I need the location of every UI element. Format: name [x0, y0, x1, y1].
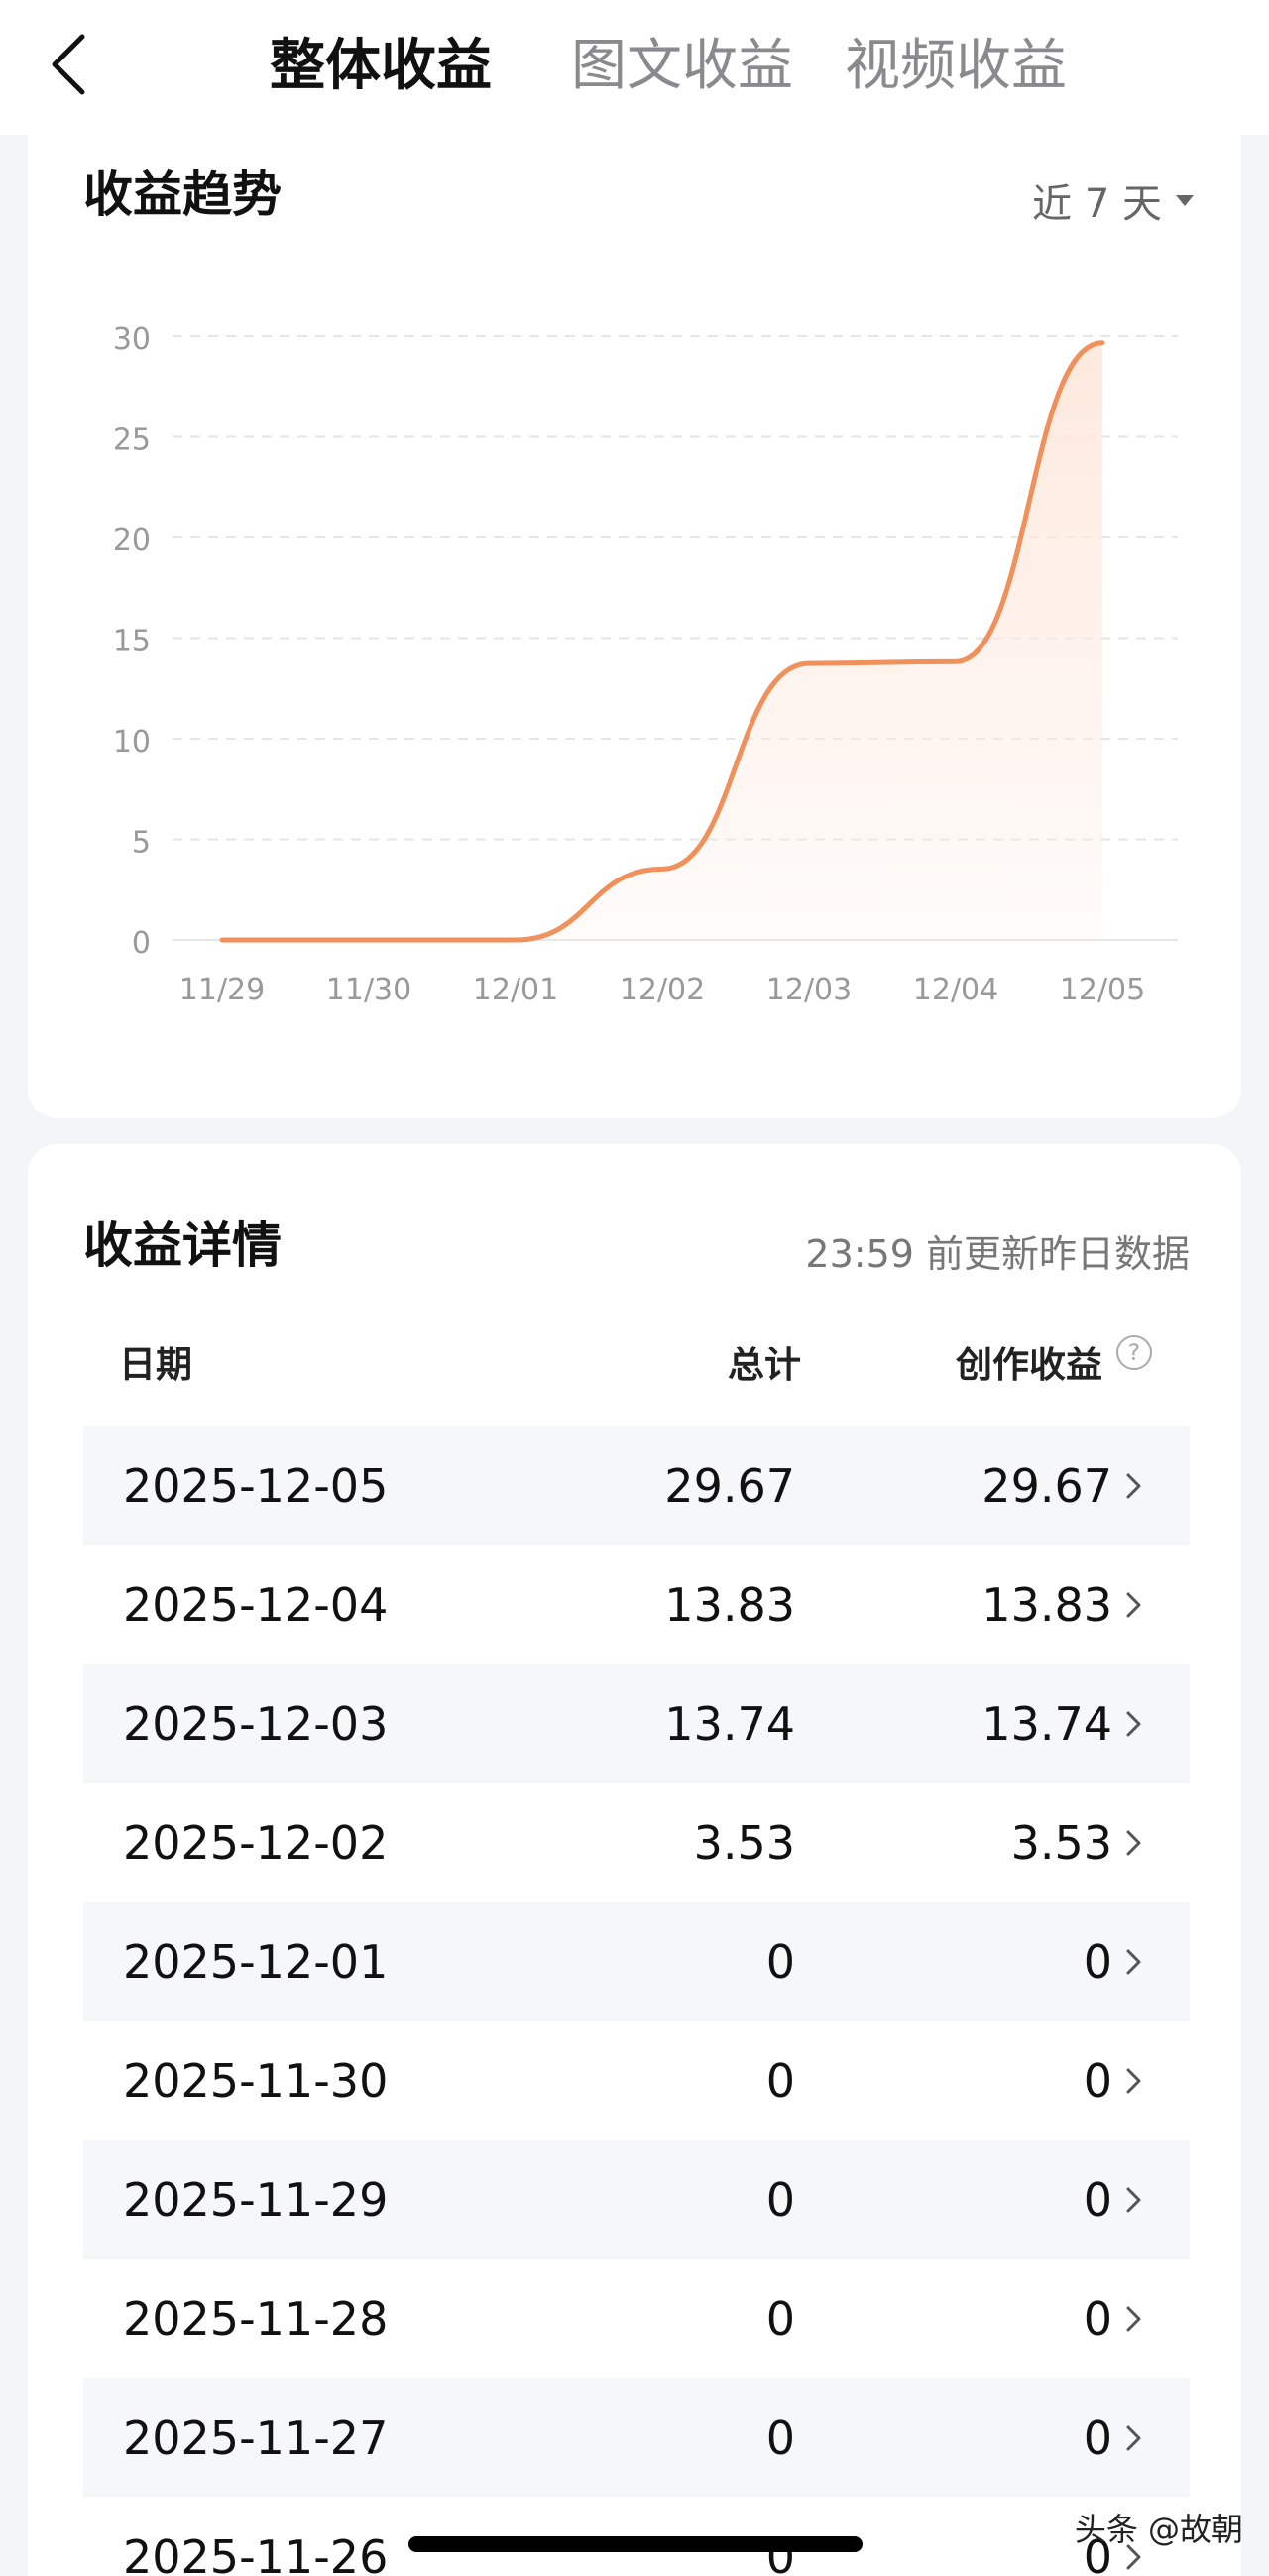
row-income: 0	[1083, 2411, 1112, 2465]
chevron-right-icon	[1126, 2068, 1141, 2094]
row-date: 2025-11-30	[123, 2054, 389, 2108]
row-total: 0	[765, 2292, 795, 2346]
x-tick-label: 12/04	[913, 973, 998, 1007]
y-tick-label: 0	[132, 926, 151, 961]
income-table: 2025-12-05 29.67 29.67 2025-12-04 13.83 …	[83, 1426, 1190, 2576]
table-row[interactable]: 2025-12-03 13.74 13.74	[83, 1664, 1190, 1783]
chevron-right-icon	[1126, 1711, 1141, 1737]
table-row[interactable]: 2025-11-28 0 0	[83, 2259, 1190, 2378]
row-date: 2025-11-27	[123, 2411, 389, 2465]
series-line	[219, 340, 1105, 943]
y-tick-label: 10	[113, 725, 151, 760]
table-row[interactable]: 2025-12-04 13.83 13.83	[83, 1545, 1190, 1664]
row-total: 0	[765, 2411, 795, 2465]
y-tick-label: 30	[113, 322, 151, 357]
update-note: 23:59 前更新昨日数据	[805, 1232, 1190, 1276]
row-income: 3.53	[1010, 1816, 1112, 1870]
x-tick-label: 11/30	[326, 973, 411, 1007]
series-area	[222, 342, 1102, 941]
caret-down-icon	[1176, 194, 1194, 206]
row-total: 3.53	[693, 1816, 795, 1870]
row-date: 2025-12-03	[123, 1698, 389, 1751]
x-tick-label: 12/05	[1060, 973, 1145, 1007]
column-header-income: 创作收益	[956, 1344, 1102, 1386]
row-income: 13.83	[981, 1579, 1112, 1632]
row-date: 2025-11-29	[123, 2173, 389, 2227]
top-nav-bar: 整体收益 图文收益 视频收益	[0, 0, 1269, 135]
table-header: 日期 总计 创作收益 ?	[83, 1323, 1190, 1394]
table-row[interactable]: 2025-11-27 0 0	[83, 2378, 1190, 2497]
watermark: 头条 @故朝	[1074, 2511, 1243, 2548]
chevron-right-icon	[1126, 1473, 1141, 1499]
question-circle-icon[interactable]: ?	[1116, 1335, 1152, 1370]
row-total: 0	[765, 1935, 795, 1989]
x-tick-label: 12/02	[620, 973, 705, 1007]
chevron-right-icon	[1126, 2306, 1141, 2332]
chevron-right-icon	[1126, 2187, 1141, 2213]
tab-article-income[interactable]: 图文收益	[571, 34, 793, 98]
table-row[interactable]: 2025-11-29 0 0	[83, 2140, 1190, 2259]
row-date: 2025-12-04	[123, 1579, 389, 1632]
chevron-right-icon	[1126, 1949, 1141, 1975]
y-tick-label: 5	[132, 826, 151, 861]
income-detail-card: 收益详情 23:59 前更新昨日数据 日期 总计 创作收益 ? 2025-12-…	[28, 1144, 1241, 2576]
income-trend-chart: 0 5 10 15 20 25 30 11/29 11/30 12/01 12/02 12/03 12/…	[113, 322, 1178, 1007]
detail-title: 收益详情	[83, 1217, 282, 1274]
tab-overall-income[interactable]: 整体收益	[270, 34, 492, 98]
table-row[interactable]: 2025-12-02 3.53 3.53	[83, 1783, 1190, 1902]
row-date: 2025-11-28	[123, 2292, 389, 2346]
table-row[interactable]: 2025-12-01 0 0	[83, 1902, 1190, 2021]
x-tick-label: 12/01	[473, 973, 558, 1007]
column-header-total: 总计	[728, 1344, 801, 1386]
back-button[interactable]	[44, 30, 93, 99]
column-header-date: 日期	[119, 1344, 192, 1386]
row-income: 0	[1083, 1935, 1112, 1989]
row-total: 13.83	[664, 1579, 795, 1632]
row-date: 2025-11-26	[123, 2530, 389, 2576]
tab-video-income[interactable]: 视频收益	[845, 34, 1067, 98]
y-tick-label: 15	[113, 625, 151, 659]
chevron-right-icon	[1126, 1830, 1141, 1856]
row-income: 0	[1083, 2530, 1112, 2576]
row-income: 0	[1083, 2054, 1112, 2108]
row-date: 2025-12-02	[123, 1816, 389, 1870]
row-total: 0	[765, 2054, 795, 2108]
row-date: 2025-12-05	[123, 1460, 389, 1513]
x-tick-label: 11/29	[179, 973, 265, 1007]
y-tick-label: 25	[113, 423, 151, 458]
row-income: 0	[1083, 2173, 1112, 2227]
row-income: 0	[1083, 2292, 1112, 2346]
income-trend-card: 0 5 10 15 20 25 30 11/29 11/30 12/01 12/02 12/03 12/…	[28, 135, 1241, 1118]
table-row[interactable]: 2025-12-05 29.67 29.67	[83, 1426, 1190, 1545]
row-total: 29.67	[664, 1460, 795, 1513]
chevron-right-icon	[1126, 1592, 1141, 1618]
row-total: 0	[765, 2173, 795, 2227]
trend-title: 收益趋势	[83, 166, 282, 223]
row-date: 2025-12-01	[123, 1935, 389, 1989]
x-tick-label: 12/03	[766, 973, 852, 1007]
table-row[interactable]: 2025-11-30 0 0	[83, 2021, 1190, 2140]
row-income: 13.74	[981, 1698, 1112, 1751]
row-total: 13.74	[664, 1698, 795, 1751]
date-range-selector[interactable]: 近 7 天	[1032, 171, 1194, 230]
chevron-right-icon	[1126, 2425, 1141, 2451]
chevron-right-icon	[1126, 2544, 1141, 2570]
date-range-label: 近 7 天	[1032, 181, 1162, 227]
chevron-left-icon	[52, 34, 85, 95]
row-income: 29.67	[981, 1460, 1112, 1513]
home-indicator	[408, 2536, 863, 2552]
y-tick-label: 20	[113, 524, 151, 558]
